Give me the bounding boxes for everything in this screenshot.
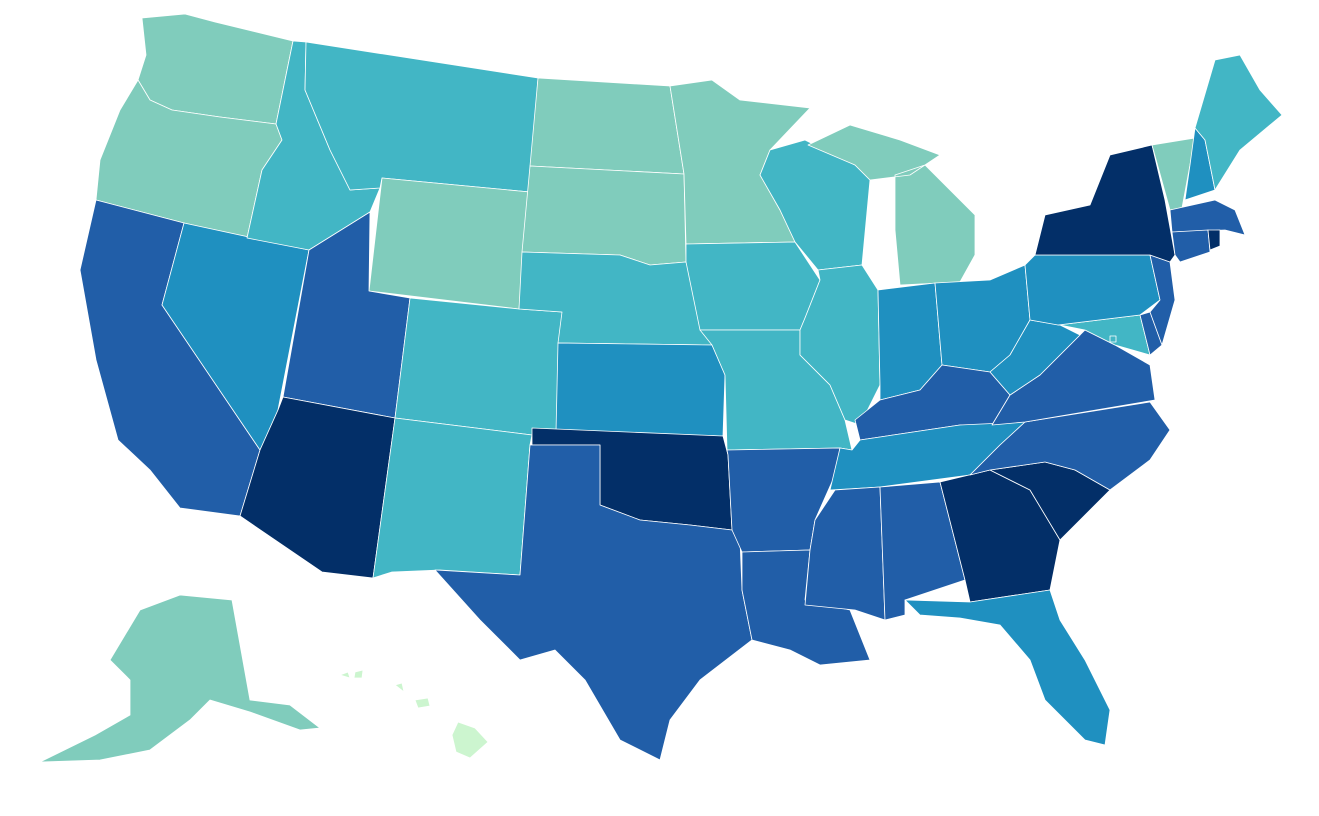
state-nm[interactable] <box>372 417 533 579</box>
state-tx[interactable] <box>434 444 753 761</box>
state-me[interactable] <box>1194 54 1283 191</box>
state-pa[interactable] <box>1024 254 1161 326</box>
state-mt[interactable] <box>304 41 539 193</box>
state-dc[interactable] <box>1109 335 1117 343</box>
state-nd[interactable] <box>529 77 685 175</box>
state-ks[interactable] <box>555 342 726 437</box>
state-ny[interactable] <box>1034 144 1176 263</box>
state-wv[interactable] <box>989 319 1081 396</box>
state-vt[interactable] <box>1151 137 1196 211</box>
state-hi[interactable] <box>339 669 489 759</box>
state-wy[interactable] <box>368 177 531 310</box>
state-co[interactable] <box>394 297 563 441</box>
state-ct[interactable] <box>1171 229 1211 263</box>
state-nc[interactable] <box>969 401 1171 491</box>
state-il[interactable] <box>799 264 881 426</box>
state-mi[interactable] <box>807 124 976 286</box>
state-fl[interactable] <box>904 589 1111 746</box>
state-ia[interactable] <box>685 241 821 331</box>
state-ri[interactable] <box>1207 229 1221 251</box>
state-ak[interactable] <box>39 594 321 763</box>
state-sd[interactable] <box>521 165 687 266</box>
